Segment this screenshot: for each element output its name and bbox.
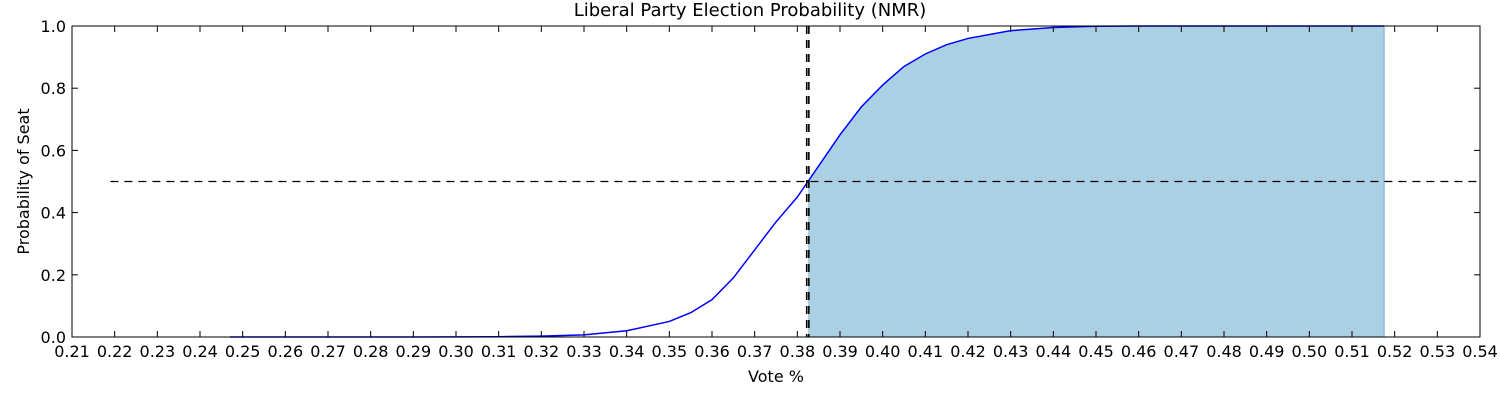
x-tick-label: 0.46: [1121, 342, 1157, 361]
x-tick-label: 0.36: [694, 342, 730, 361]
y-tick-label: 0.0: [41, 328, 66, 347]
x-tick-label: 0.34: [609, 342, 645, 361]
y-tick-label: 0.8: [41, 79, 66, 98]
x-tick-label: 0.27: [310, 342, 346, 361]
x-tick-label: 0.33: [566, 342, 602, 361]
x-tick-label: 0.43: [993, 342, 1029, 361]
x-tick-label: 0.42: [950, 342, 986, 361]
x-tick-label: 0.53: [1420, 342, 1456, 361]
x-tick-label: 0.28: [353, 342, 389, 361]
x-tick-label: 0.21: [54, 342, 90, 361]
x-tick-label: 0.41: [908, 342, 944, 361]
x-tick-label: 0.45: [1078, 342, 1114, 361]
x-tick-label: 0.52: [1377, 342, 1413, 361]
x-tick-label: 0.31: [481, 342, 517, 361]
x-tick-label: 0.47: [1164, 342, 1200, 361]
y-tick-label: 0.2: [41, 266, 66, 285]
x-tick-label: 0.23: [140, 342, 176, 361]
x-tick-label: 0.30: [438, 342, 474, 361]
x-tick-label: 0.26: [268, 342, 304, 361]
x-tick-label: 0.25: [225, 342, 261, 361]
y-tick-label: 0.6: [41, 141, 66, 160]
x-tick-label: 0.24: [182, 342, 218, 361]
axis-ticks: 0.21 0.22 0.23 0.24 0.25 0.26 0.27 0.28 0.29 0.30…: [41, 17, 1498, 361]
x-tick-label: 0.37: [737, 342, 773, 361]
x-tick-label: 0.32: [524, 342, 560, 361]
x-tick-label: 0.49: [1249, 342, 1285, 361]
chart-title: Liberal Party Election Probability (NMR): [574, 0, 927, 21]
y-axis-label: Probability of Seat: [14, 108, 33, 254]
x-tick-label: 0.40: [865, 342, 901, 361]
x-tick-label: 0.39: [822, 342, 858, 361]
x-tick-label: 0.38: [780, 342, 816, 361]
x-tick-label: 0.54: [1462, 342, 1498, 361]
plot-frame: [71, 25, 1481, 338]
x-axis-label: Vote %: [748, 367, 804, 386]
y-tick-label: 0.4: [41, 204, 66, 223]
x-tick-label: 0.48: [1206, 342, 1242, 361]
x-tick-label: 0.35: [652, 342, 688, 361]
x-tick-label: 0.29: [396, 342, 432, 361]
y-tick-label: 1.0: [41, 17, 66, 36]
x-tick-label: 0.51: [1334, 342, 1370, 361]
plot-area: [110, 25, 1480, 338]
x-tick-label: 0.22: [97, 342, 133, 361]
x-tick-label: 0.50: [1292, 342, 1328, 361]
x-tick-label: 0.44: [1036, 342, 1072, 361]
